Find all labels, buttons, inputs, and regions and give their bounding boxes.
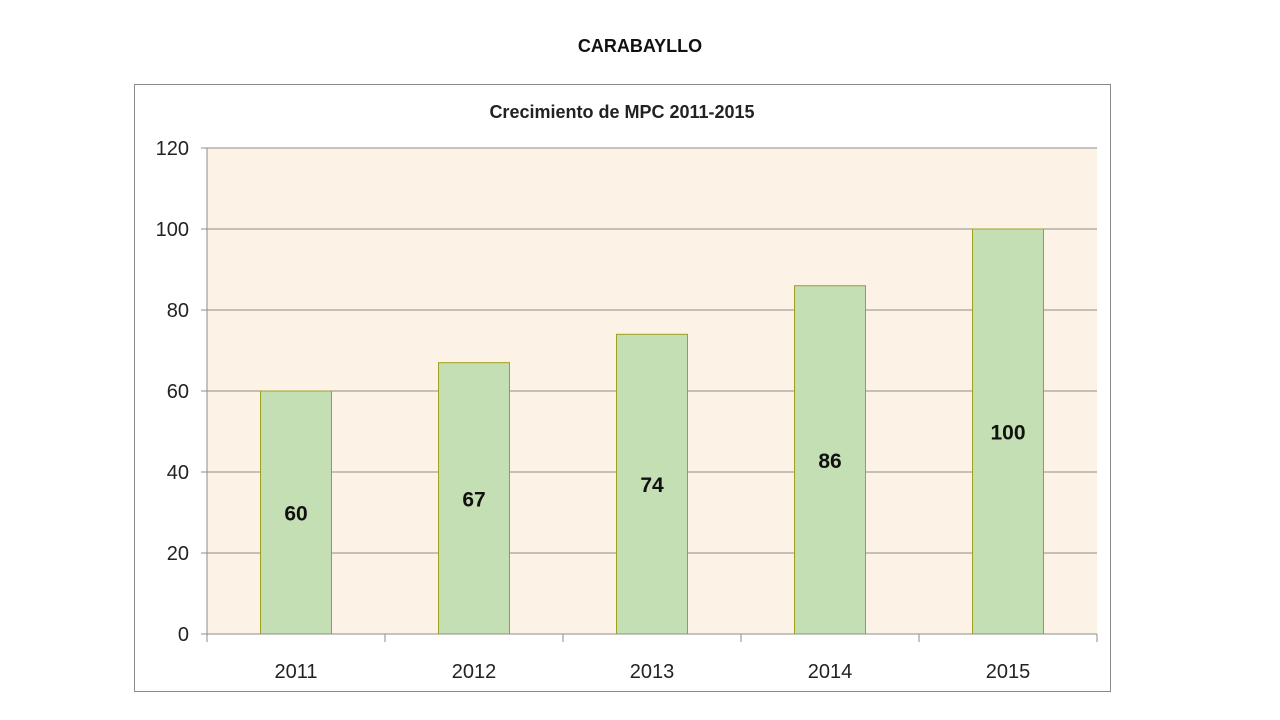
x-tick-label: 2013 [630,661,675,683]
gridlines [207,147,1097,554]
bar [438,362,510,635]
x-tick-label: 2015 [986,661,1031,683]
y-tick-label: 80 [167,300,189,322]
bar [616,333,688,635]
bar [260,390,332,635]
y-tick-label: 60 [167,381,189,403]
data-labels: 60 67 74 86 100 [284,422,1025,526]
axes: 0 20 40 60 80 100 120 2011 2012 2013 2014 2015 [156,138,1098,683]
data-label: 74 [640,474,664,497]
y-tick-label: 40 [167,462,189,484]
bar [794,285,866,635]
bars [260,228,1044,635]
y-tick-label: 120 [156,138,189,160]
x-tick-label: 2014 [808,661,853,683]
bar [972,228,1044,635]
page-title: CARABAYLLO [577,36,703,56]
y-tick-label: 100 [156,219,189,241]
x-tick-label: 2011 [274,661,317,683]
y-tick-label: 20 [167,543,189,565]
data-label: 100 [990,422,1025,445]
chart-title: Crecimiento de MPC 2011-2015 [489,102,754,122]
data-label: 60 [284,503,307,526]
y-tick-label: 0 [178,624,189,646]
data-label: 86 [818,450,841,473]
data-label: 67 [462,488,485,511]
x-tick-label: 2012 [452,661,497,683]
